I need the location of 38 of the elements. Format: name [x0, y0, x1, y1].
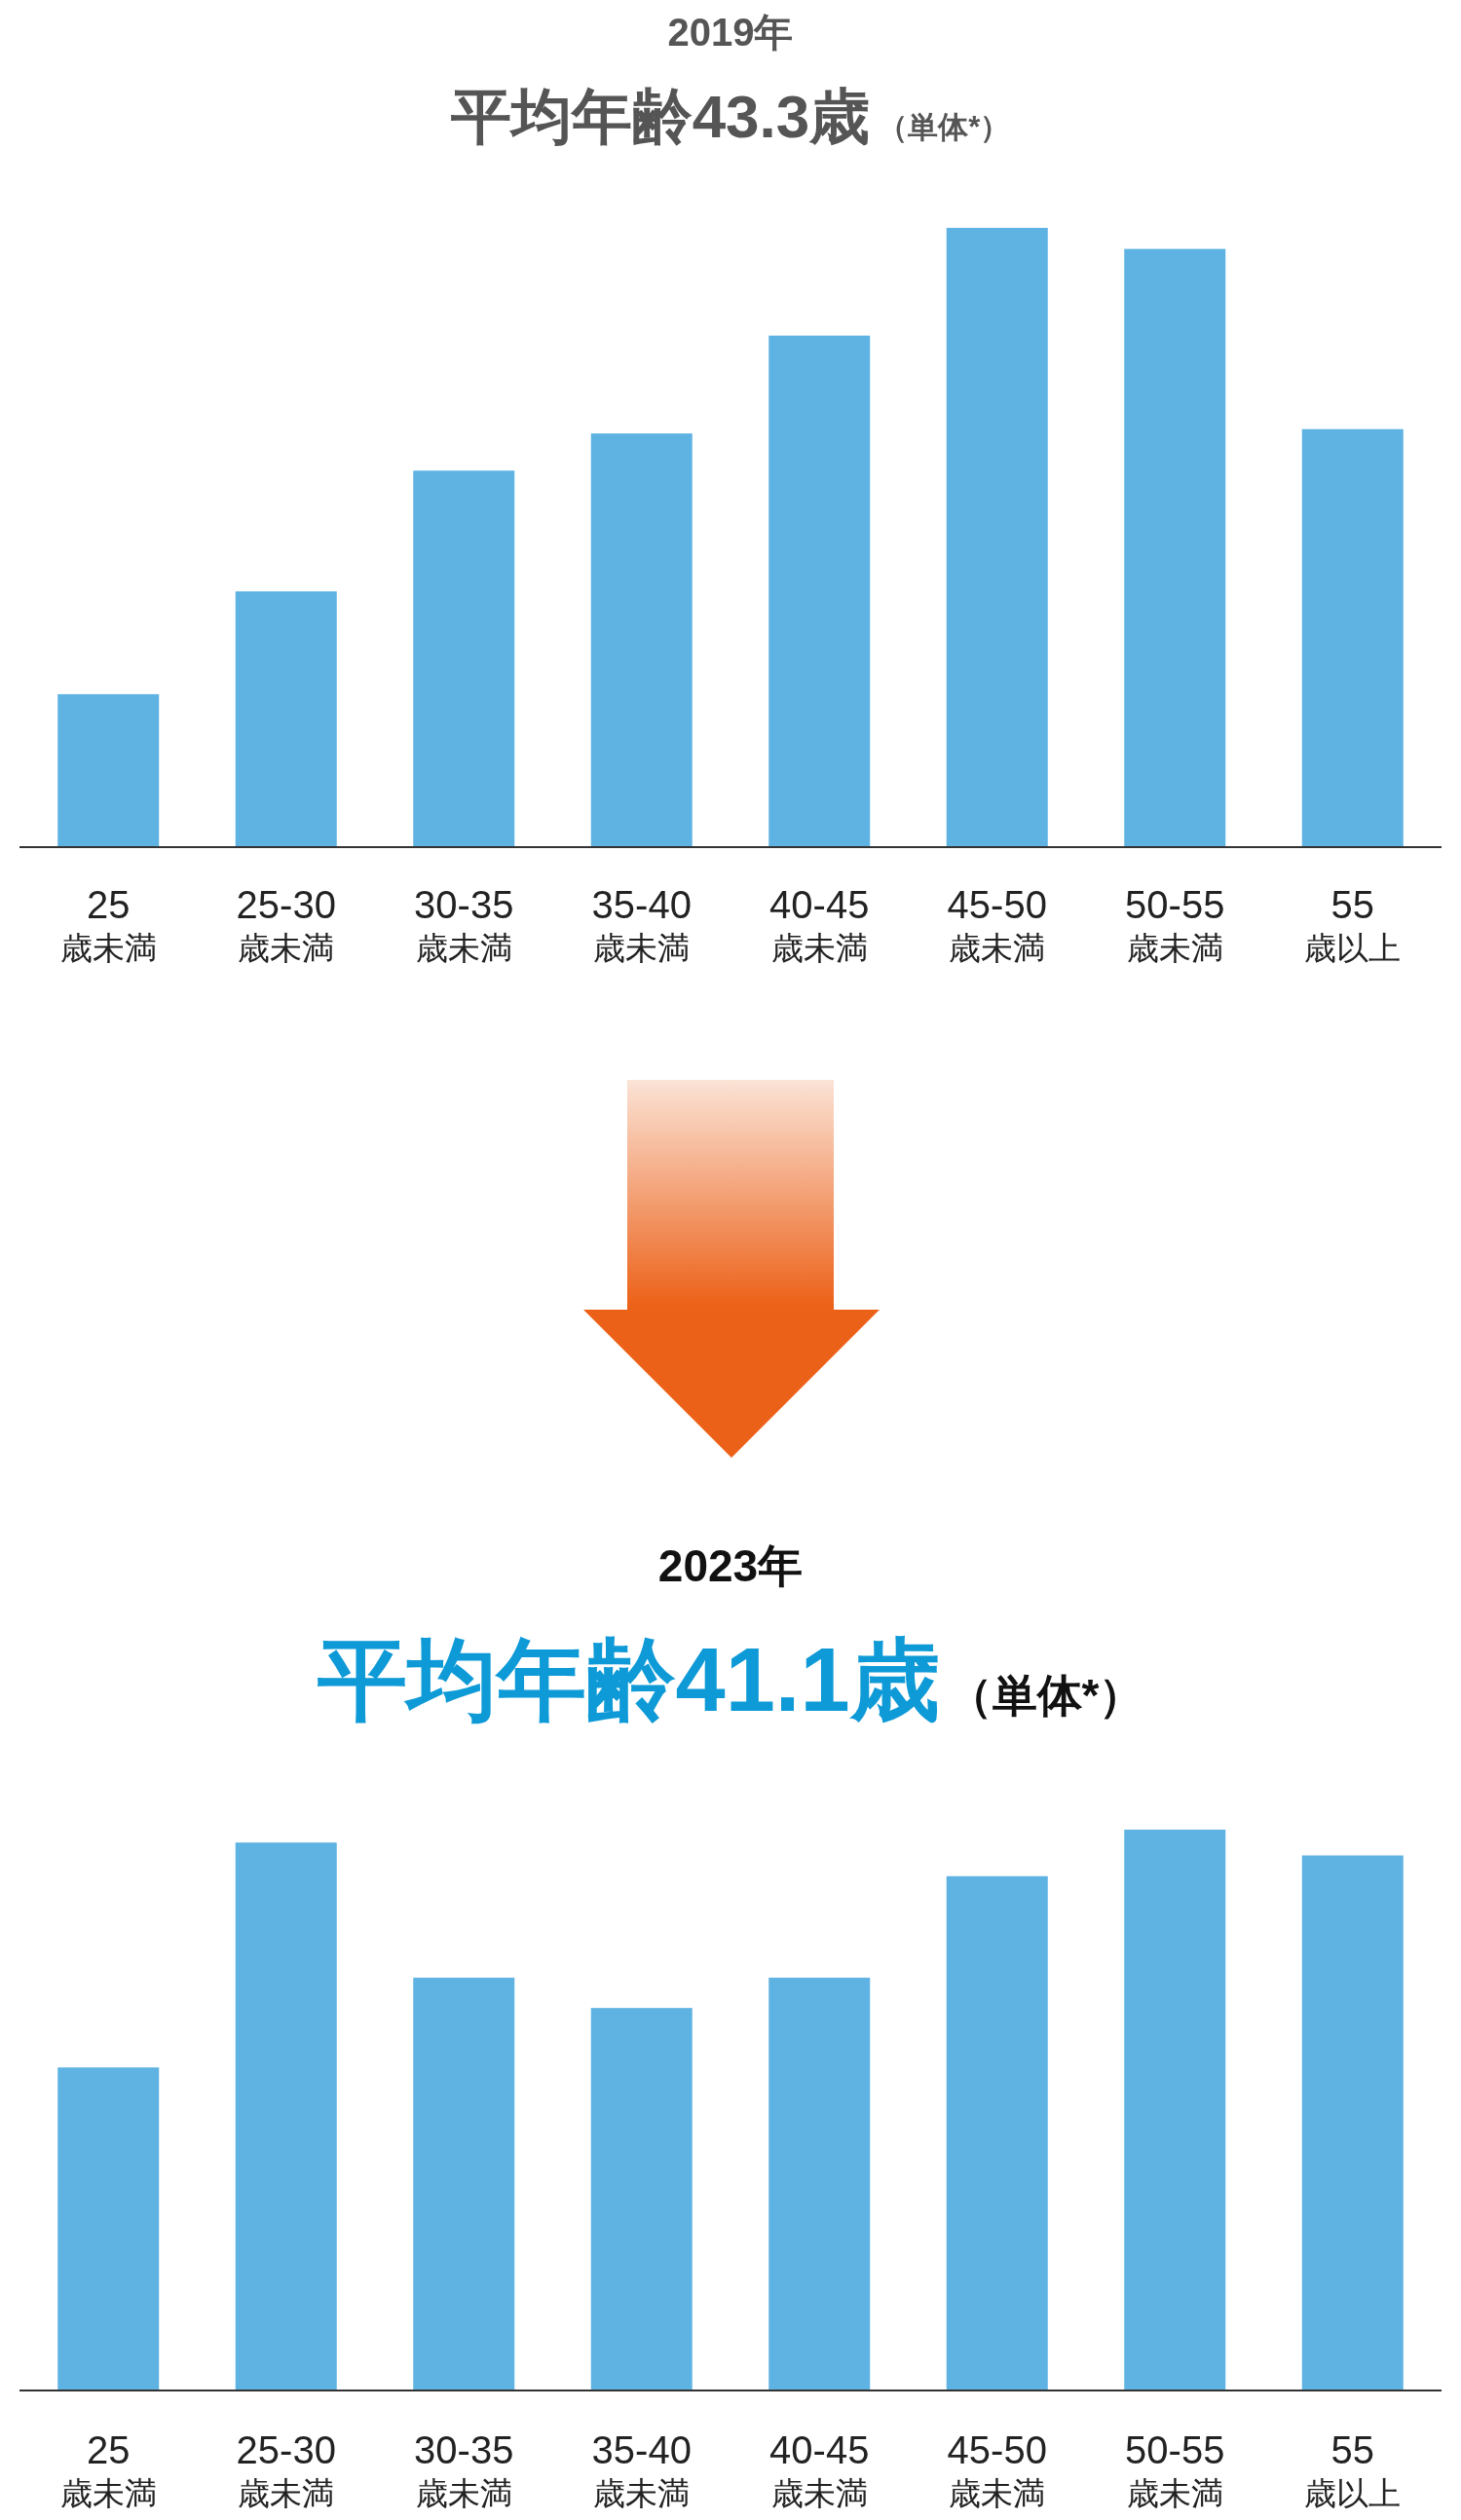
- x-tick-label: 25 歳未満: [59, 2428, 157, 2511]
- chart-subtitle: 2019年: [667, 11, 794, 54]
- bar: [57, 2067, 160, 2390]
- bar: [590, 2008, 693, 2390]
- x-tick-label: 35-40 歳未満: [591, 2428, 692, 2511]
- bar: [946, 228, 1048, 847]
- x-tick-label: 55 歳以上: [1304, 883, 1402, 966]
- bar: [768, 1978, 871, 2390]
- x-tick-label: 55 歳以上: [1304, 2428, 1402, 2511]
- bar: [1301, 1855, 1404, 2390]
- bar: [235, 1842, 337, 2390]
- bar: [1301, 428, 1404, 847]
- bar: [946, 1875, 1048, 2390]
- bar: [57, 693, 160, 847]
- bar: [413, 470, 515, 847]
- chart-title: 平均年齢43.3歳: [449, 83, 871, 150]
- bar: [1124, 248, 1226, 847]
- text: （単体*）: [947, 1670, 1144, 1721]
- x-tick-label: 45-50 歳未満: [947, 2428, 1047, 2511]
- x-tick-label: 30-35 歳未満: [414, 2428, 514, 2511]
- x-tick-label: 25 歳未満: [59, 883, 157, 966]
- bar: [1124, 1830, 1226, 2390]
- x-tick-label: 50-55 歳未満: [1125, 883, 1225, 966]
- bar: [413, 1978, 515, 2390]
- bar: [768, 335, 871, 847]
- x-tick-label: 45-50 歳未満: [947, 883, 1047, 966]
- text: （単体*）: [878, 110, 1011, 144]
- bar: [235, 591, 337, 847]
- chart-title: 平均年齢41.1歳: [316, 1630, 940, 1729]
- chart-subtitle: 2023年: [657, 1540, 804, 1591]
- x-tick-label: 25-30 歳未満: [236, 883, 336, 966]
- x-tick-label: 40-45 歳未満: [769, 2428, 870, 2511]
- x-tick-label: 40-45 歳未満: [769, 883, 870, 966]
- x-tick-label: 30-35 歳未満: [414, 883, 514, 966]
- x-tick-label: 25-30 歳未満: [236, 2428, 336, 2511]
- x-tick-label: 35-40 歳未満: [591, 883, 692, 966]
- x-tick-label: 50-55 歳未満: [1125, 2428, 1225, 2511]
- bar: [590, 433, 693, 847]
